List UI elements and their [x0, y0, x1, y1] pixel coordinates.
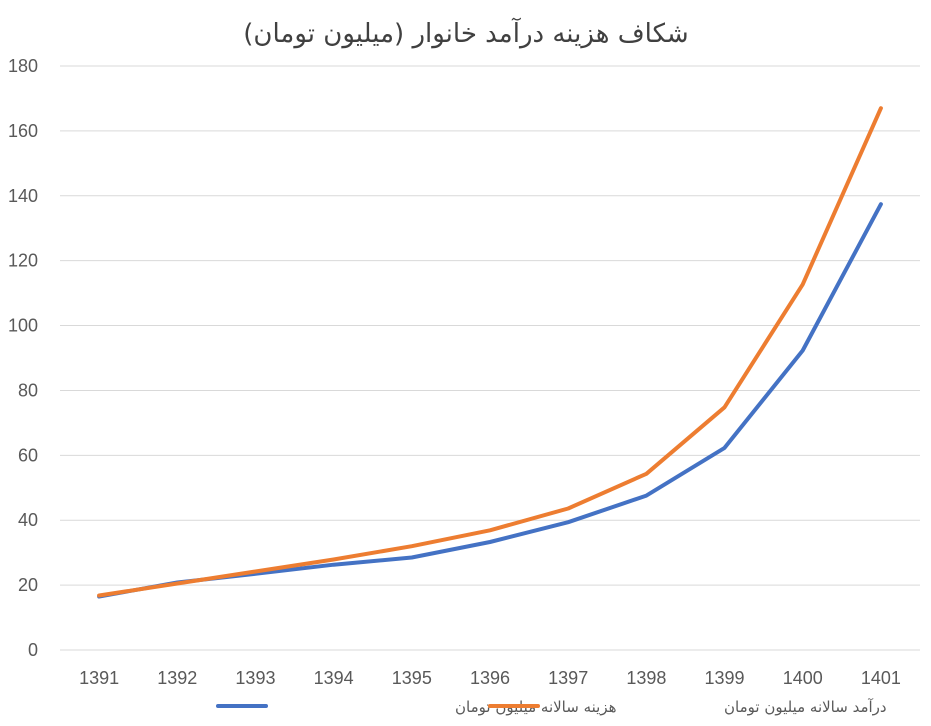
x-tick-label: 1400 [783, 668, 823, 688]
x-tick-label: 1395 [392, 668, 432, 688]
x-tick-label: 1393 [235, 668, 275, 688]
y-tick-label: 120 [8, 251, 38, 271]
x-tick-label: 1394 [314, 668, 354, 688]
x-tick-label: 1392 [157, 668, 197, 688]
y-tick-label: 100 [8, 316, 38, 336]
y-tick-label: 20 [18, 575, 38, 595]
y-tick-label: 60 [18, 445, 38, 465]
chart-title: شکاف هزینه درآمد خانوار (میلیون تومان) [243, 17, 688, 49]
x-tick-label: 1391 [79, 668, 119, 688]
y-tick-label: 140 [8, 186, 38, 206]
y-tick-label: 80 [18, 380, 38, 400]
income-series-line [97, 106, 883, 598]
y-tick-label: 160 [8, 121, 38, 141]
y-tick-label: 0 [28, 640, 38, 660]
y-tick-label: 40 [18, 510, 38, 530]
y-tick-label: 180 [8, 56, 38, 76]
x-tick-label: 1397 [548, 668, 588, 688]
x-axis-ticks: 1391 1392 1393 1394 1395 1396 1397 1398 1399 1400… [79, 668, 901, 688]
x-tick-label: 1401 [861, 668, 901, 688]
y-axis-ticks: 0 20 40 60 80 100 120 140 160 180 [8, 56, 38, 660]
expense-series-line [97, 202, 883, 599]
legend-label-income: درآمد سالانه میلیون تومان [724, 698, 887, 716]
x-tick-label: 1396 [470, 668, 510, 688]
legend: هزینه سالانه میلیون تومان درآمد سالانه م… [216, 698, 887, 716]
series-lines [97, 106, 883, 599]
gridlines [60, 65, 920, 651]
x-tick-label: 1398 [626, 668, 666, 688]
x-tick-label: 1399 [705, 668, 745, 688]
